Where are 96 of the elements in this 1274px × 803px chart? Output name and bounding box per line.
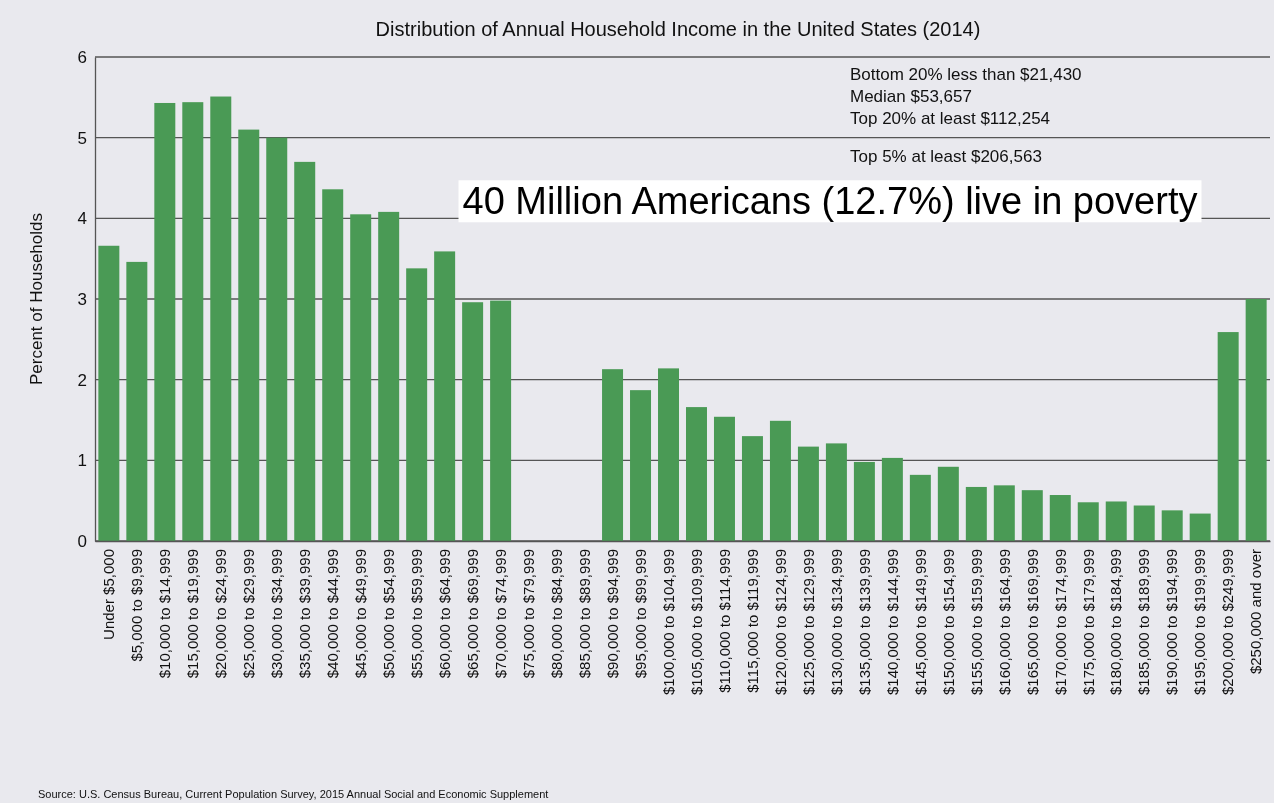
x-tick-label: $95,000 to $99,999	[631, 549, 649, 679]
y-tick-label: 1	[77, 451, 87, 471]
x-tick-label: $10,000 to $14,999	[156, 549, 174, 679]
bar	[965, 486, 987, 541]
source-note: Source: U.S. Census Bureau, Current Population Survey, 2015 Annual Social and Economic Supplement	[38, 788, 549, 800]
x-tick-label: $85,000 to $89,999	[575, 549, 593, 679]
bar	[630, 390, 652, 541]
bar	[266, 137, 288, 541]
x-tick-label: $20,000 to $24,999	[212, 549, 230, 679]
bar	[406, 268, 428, 541]
bar	[490, 300, 512, 541]
x-tick-label: $110,000 to $114,999	[715, 549, 733, 693]
annotation: Median $53,657	[850, 87, 972, 106]
bar	[1077, 502, 1099, 541]
bar	[686, 407, 707, 541]
bar	[126, 261, 148, 541]
bar	[294, 161, 316, 541]
bar	[909, 474, 931, 541]
bar	[1021, 490, 1043, 541]
x-tick-label: $120,000 to $124,999	[771, 549, 789, 695]
x-tick-label: $50,000 to $54,999	[379, 549, 397, 679]
bar	[797, 446, 819, 541]
bar	[350, 214, 372, 541]
x-tick-label: $5,000 to $9,999	[128, 549, 146, 662]
bar	[853, 461, 875, 541]
annotation: Bottom 20% less than $21,430	[850, 65, 1082, 84]
x-tick-label: $155,000 to $159,999	[967, 549, 985, 695]
y-tick-label: 3	[77, 289, 87, 309]
bar	[1133, 505, 1155, 541]
x-tick-label: $75,000 to $79,999	[519, 549, 537, 679]
x-tick-label: $190,000 to $194,999	[1163, 549, 1181, 695]
x-tick-label: $115,000 to $119,999	[743, 549, 761, 693]
x-tick-label: $165,000 to $169,999	[1023, 549, 1041, 695]
annotation: Top 20% at least $112,254	[850, 109, 1051, 128]
chart-title: Distribution of Annual Household Income in the United States (2014)	[375, 18, 981, 40]
bar	[993, 485, 1015, 541]
bar	[1161, 510, 1183, 541]
bar	[462, 302, 484, 541]
bar	[1049, 495, 1071, 541]
y-tick-label: 4	[77, 209, 87, 229]
x-tick-label: $180,000 to $184,999	[1107, 549, 1125, 695]
bar	[825, 443, 847, 541]
annotation: 40 Million Americans (12.7%) live in poverty	[462, 180, 1198, 223]
y-tick-label: 0	[77, 531, 87, 551]
x-tick-label: $25,000 to $29,999	[240, 549, 258, 679]
x-tick-label: $55,000 to $59,999	[407, 549, 425, 679]
x-tick-label: $45,000 to $49,999	[351, 549, 369, 679]
bar	[238, 129, 260, 541]
x-tick-label: $175,000 to $179,999	[1079, 549, 1097, 695]
bar	[434, 251, 456, 541]
x-tick-label: $150,000 to $154,999	[939, 549, 957, 695]
x-tick-label: $40,000 to $44,999	[323, 549, 341, 679]
annotation: Top 5% at least $206,563	[850, 147, 1042, 166]
x-tick-label: $250,000 and over	[1247, 549, 1265, 675]
y-axis-title: Percent of Households	[27, 213, 46, 385]
y-tick-label: 6	[77, 47, 87, 67]
x-tick-label: $15,000 to $19,999	[184, 549, 202, 679]
bar	[154, 102, 176, 541]
x-tick-label: $145,000 to $149,999	[911, 549, 929, 695]
bar	[741, 436, 763, 541]
x-tick-label: $90,000 to $94,999	[603, 549, 621, 679]
x-tick-label: $195,000 to $199,999	[1191, 549, 1209, 695]
x-tick-label: $200,000 to $249,999	[1219, 549, 1237, 695]
bar	[1189, 513, 1211, 541]
bar	[378, 211, 400, 541]
bar	[1105, 501, 1127, 541]
bar	[602, 369, 624, 541]
bar	[210, 96, 232, 541]
x-tick-label: $30,000 to $34,999	[268, 549, 285, 679]
y-tick-label: 2	[77, 370, 87, 390]
bar	[713, 416, 735, 541]
x-tick-label: $170,000 to $174,999	[1051, 549, 1069, 695]
bar	[182, 102, 204, 541]
x-tick-label: $105,000 to $109,999	[687, 549, 705, 695]
x-tick-label: $125,000 to $129,999	[799, 549, 817, 695]
bar	[1217, 332, 1239, 541]
bar	[98, 245, 120, 541]
x-tick-label: $60,000 to $64,999	[435, 549, 453, 679]
x-tick-label: Under $5,000	[100, 549, 118, 640]
y-tick-label: 5	[77, 128, 87, 148]
x-tick-label: $185,000 to $189,999	[1135, 549, 1153, 695]
x-tick-label: $35,000 to $39,999	[295, 549, 313, 679]
bar	[881, 457, 903, 541]
bar	[322, 189, 344, 541]
x-tick-label: $100,000 to $104,999	[659, 549, 677, 695]
x-tick-label: $80,000 to $84,999	[547, 549, 565, 679]
x-tick-label: $160,000 to $164,999	[995, 549, 1013, 695]
bar	[937, 466, 959, 541]
x-tick-label: $65,000 to $69,999	[463, 549, 481, 679]
x-tick-label: $140,000 to $144,999	[883, 549, 901, 695]
bar	[658, 368, 679, 541]
x-tick-label: $70,000 to $74,999	[491, 549, 509, 679]
bar	[1245, 299, 1267, 541]
bar	[769, 420, 791, 541]
x-tick-label: $130,000 to $134,999	[827, 549, 845, 695]
x-tick-label: $135,000 to $139,999	[855, 549, 873, 695]
